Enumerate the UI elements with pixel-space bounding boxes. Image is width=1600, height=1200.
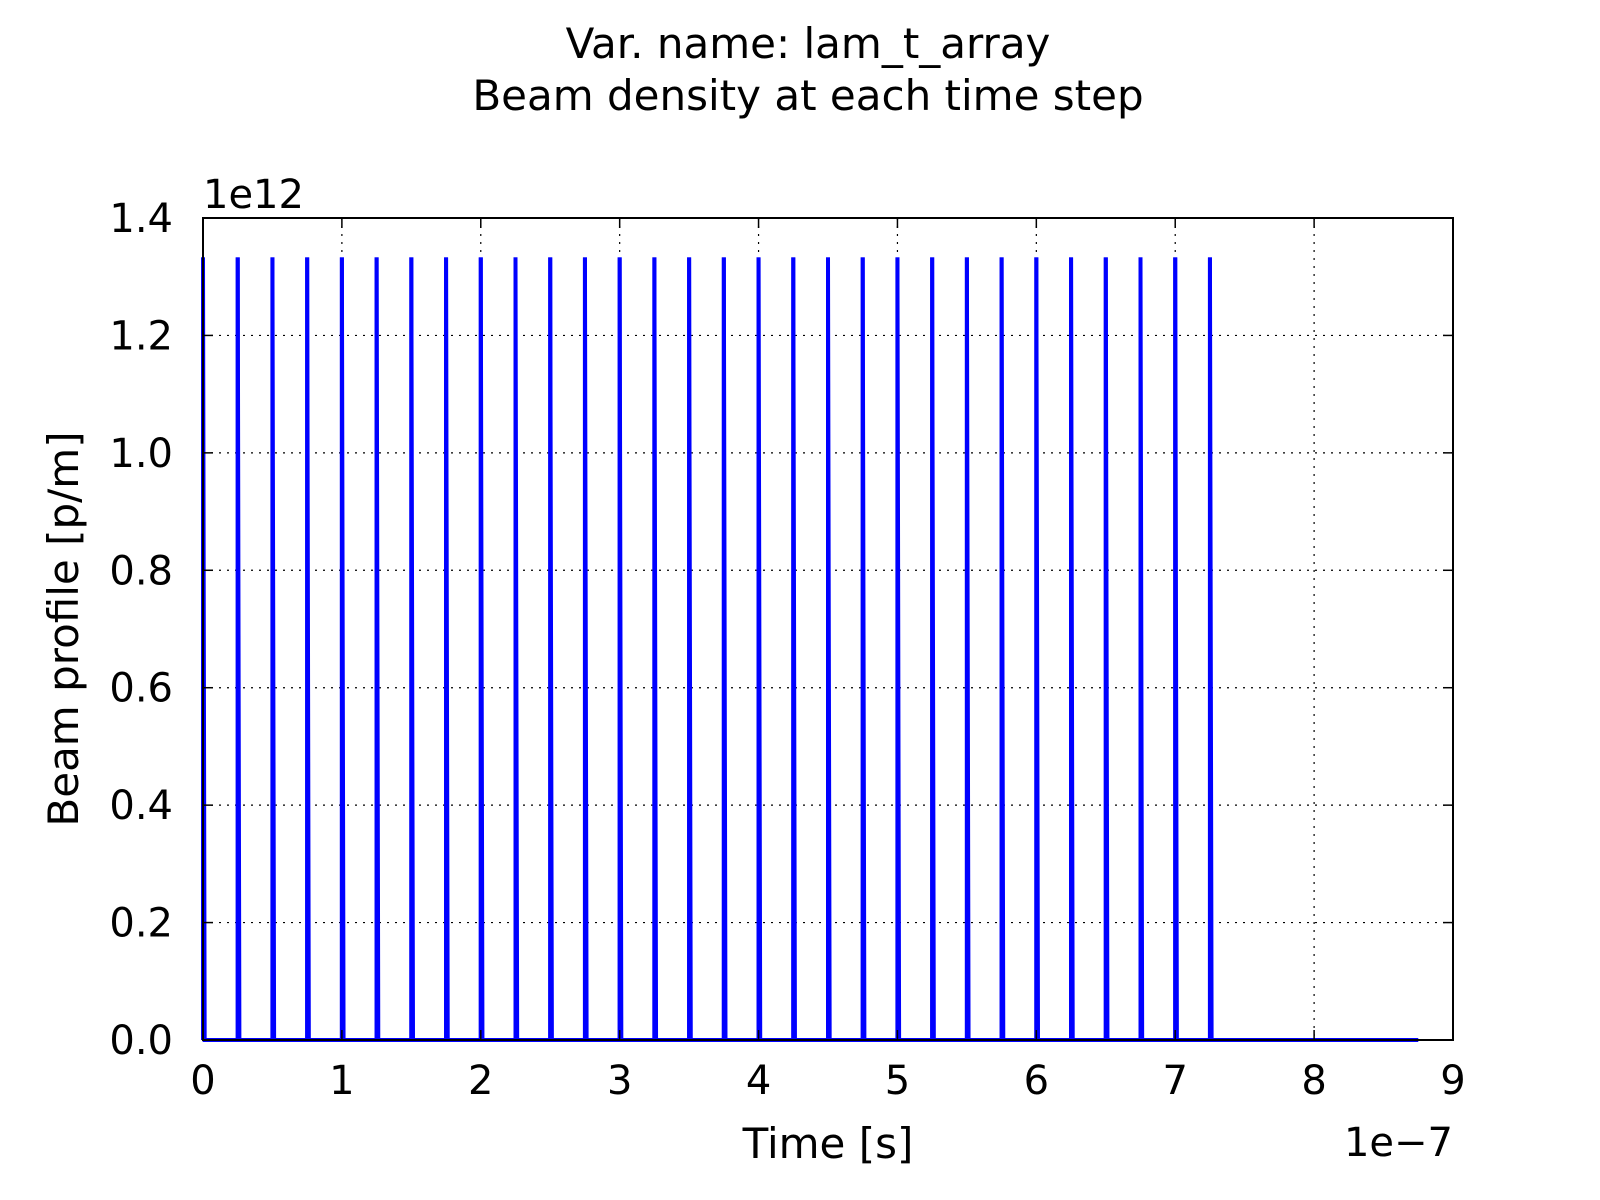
x-tick-label: 5 (885, 1058, 910, 1104)
y-tick-label: 1.2 (109, 313, 173, 359)
x-tick-label: 7 (1162, 1058, 1187, 1104)
y-tick-label: 0.6 (109, 666, 173, 712)
y-tick-label: 0.4 (109, 783, 173, 829)
x-tick-label: 2 (468, 1058, 493, 1104)
tick-labels: 0 1 2 3 4 5 6 7 8 9 0.0 0.2 0.4 0.6 0.8 1.0 1.2 1.4 (109, 196, 1465, 1104)
y-multiplier-label: 1e12 (203, 172, 304, 218)
x-tick-label: 0 (190, 1058, 215, 1104)
x-tick-label: 4 (746, 1058, 771, 1104)
chart-title: Var. name: lam_t_array (566, 19, 1051, 68)
axis-ticks (202, 217, 1454, 1041)
x-tick-label: 8 (1301, 1058, 1326, 1104)
data-series (201, 257, 1419, 1042)
plot-frame (202, 217, 1454, 1041)
x-multiplier-label: 1e−7 (1344, 1120, 1453, 1166)
y-axis-label: Beam profile [p/m] (39, 431, 88, 826)
x-tick-label: 9 (1440, 1058, 1465, 1104)
y-tick-label: 0.8 (109, 548, 173, 594)
y-tick-label: 0.2 (109, 901, 173, 947)
x-axis-label: Time [s] (742, 1119, 914, 1168)
y-tick-label: 1.0 (109, 431, 173, 477)
x-tick-label: 3 (607, 1058, 632, 1104)
x-tick-label: 1 (329, 1058, 354, 1104)
chart-subtitle: Beam density at each time step (472, 71, 1143, 120)
y-tick-label: 1.4 (109, 196, 173, 242)
x-tick-label: 6 (1024, 1058, 1049, 1104)
y-tick-label: 0.0 (109, 1018, 173, 1064)
